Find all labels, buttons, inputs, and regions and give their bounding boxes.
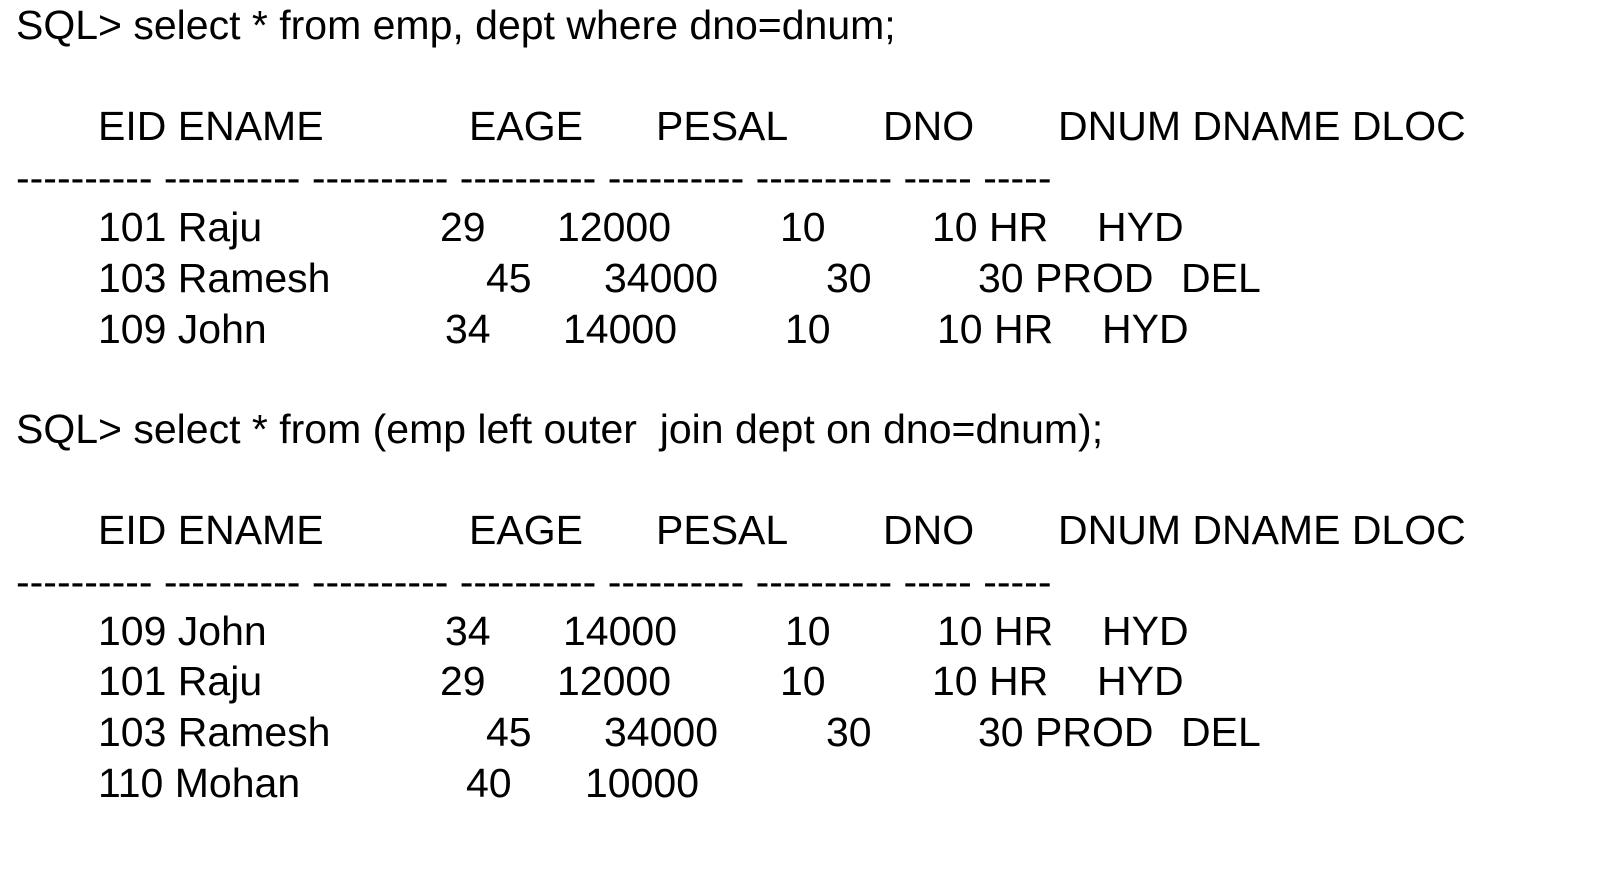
cell-dloc: DEL — [1181, 255, 1261, 301]
cell-pesal: 10000 — [585, 760, 700, 806]
cell-dnum-dname: 10 HR — [937, 306, 1054, 352]
header-dnum-dname-dloc: DNUM DNAME DLOC — [1058, 103, 1466, 149]
cell-dnum-dname: 10 HR — [932, 204, 1049, 250]
header-dno: DNO — [883, 507, 975, 553]
cell-eage: 29 — [440, 658, 486, 704]
cell-eid-ename: 101 Raju — [98, 658, 263, 704]
cell-dloc: HYD — [1097, 658, 1184, 704]
cell-eage: 34 — [445, 608, 491, 654]
cell-dno: 30 — [826, 255, 872, 301]
cell-eid-ename: 103 Ramesh — [98, 709, 331, 755]
cell-dno: 10 — [785, 306, 831, 352]
header-eage: EAGE — [469, 507, 583, 553]
header-pesal: PESAL — [656, 507, 789, 553]
cell-eage: 40 — [466, 760, 512, 806]
cell-eage: 29 — [440, 204, 486, 250]
cell-pesal: 14000 — [563, 608, 678, 654]
cell-dnum-dname: 30 PROD — [978, 255, 1154, 301]
cell-dloc: HYD — [1097, 204, 1184, 250]
cell-dno: 10 — [780, 204, 826, 250]
cell-eid-ename: 103 Ramesh — [98, 255, 331, 301]
header-dnum-dname-dloc: DNUM DNAME DLOC — [1058, 507, 1466, 553]
cell-dloc: HYD — [1102, 306, 1189, 352]
sql-prompt-1: SQL> select * from emp, dept where dno=d… — [16, 2, 896, 48]
separator-dashes: ---------- ---------- ---------- -------… — [16, 155, 1052, 201]
cell-eid-ename: 101 Raju — [98, 204, 263, 250]
cell-eage: 45 — [486, 255, 532, 301]
cell-eage: 34 — [445, 306, 491, 352]
cell-pesal: 34000 — [604, 255, 719, 301]
separator-dashes: ---------- ---------- ---------- -------… — [16, 559, 1052, 605]
header-eage: EAGE — [469, 103, 583, 149]
cell-dloc: DEL — [1181, 709, 1261, 755]
header-eid-ename: EID ENAME — [98, 103, 324, 149]
cell-dno: 10 — [780, 658, 826, 704]
cell-dnum-dname: 30 PROD — [978, 709, 1154, 755]
cell-pesal: 14000 — [563, 306, 678, 352]
cell-dnum-dname: 10 HR — [932, 658, 1049, 704]
header-dno: DNO — [883, 103, 975, 149]
cell-pesal: 12000 — [557, 658, 672, 704]
cell-pesal: 34000 — [604, 709, 719, 755]
cell-pesal: 12000 — [557, 204, 672, 250]
header-pesal: PESAL — [656, 103, 789, 149]
cell-eage: 45 — [486, 709, 532, 755]
cell-dno: 10 — [785, 608, 831, 654]
header-eid-ename: EID ENAME — [98, 507, 324, 553]
cell-dno: 30 — [826, 709, 872, 755]
cell-eid-ename: 109 John — [98, 306, 267, 352]
cell-eid-ename: 110 Mohan — [98, 760, 301, 806]
cell-dloc: HYD — [1102, 608, 1189, 654]
cell-eid-ename: 109 John — [98, 608, 267, 654]
cell-dnum-dname: 10 HR — [937, 608, 1054, 654]
sql-prompt-2: SQL> select * from (emp left outer join … — [16, 406, 1104, 452]
